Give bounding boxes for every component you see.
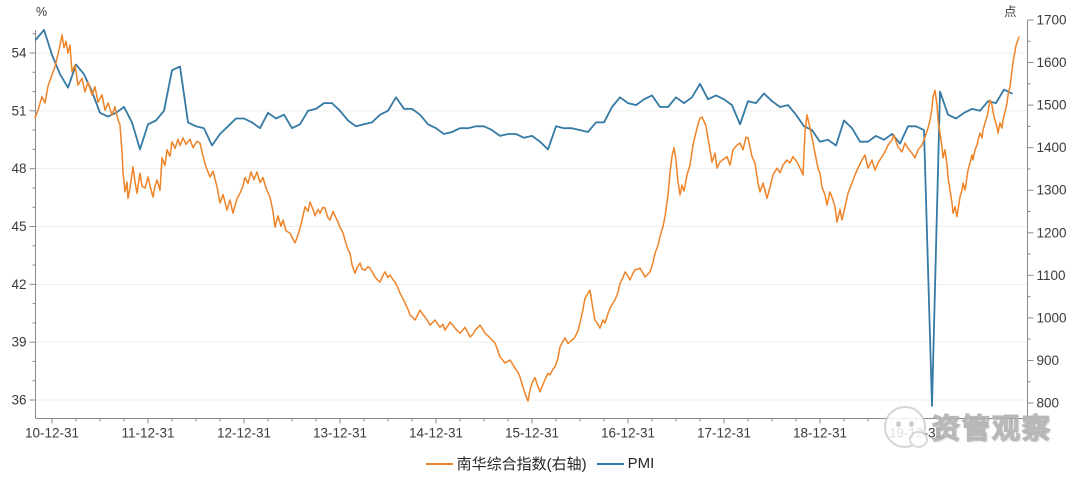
left-tick-label: 51 <box>11 103 26 118</box>
x-tick-label: 17-12-31 <box>697 426 751 441</box>
right-tick-label: 900 <box>1037 353 1060 368</box>
pmi-line <box>35 28 1013 407</box>
right-tick-label: 1200 <box>1037 225 1067 240</box>
right-tick-label: 1400 <box>1037 140 1067 155</box>
right-tick-label: 1300 <box>1037 183 1067 198</box>
chart-legend: 南华综合指数(右轴) PMI <box>0 453 1080 474</box>
right-tick-label: 1700 <box>1037 13 1067 28</box>
axes <box>29 19 1034 424</box>
right-tick-label: 1500 <box>1037 98 1067 113</box>
nanhua-index-line <box>34 34 1020 402</box>
x-tick-label: 10-12-31 <box>25 426 79 441</box>
right-axis-labels: 800 900 1000 1100 1200 1300 1400 1500 1600 1700 <box>1037 13 1067 411</box>
legend-item-pmi: PMI <box>596 455 655 472</box>
dual-axis-line-chart: 36 39 42 45 48 51 54 800 900 1000 1100 1200 1300 140… <box>11 5 1067 441</box>
x-tick-label: 19-12-31 <box>889 426 943 441</box>
x-tick-label: 14-12-31 <box>409 426 463 441</box>
x-tick-label: 18-12-31 <box>793 426 847 441</box>
legend-item-nanhua: 南华综合指数(右轴) <box>425 453 587 474</box>
right-tick-label: 1100 <box>1037 268 1066 283</box>
left-tick-label: 39 <box>11 335 26 350</box>
left-tick-label: 54 <box>11 46 27 61</box>
left-tick-label: 36 <box>11 393 26 408</box>
left-axis-unit-label: % <box>36 5 47 19</box>
gridlines <box>35 52 1028 401</box>
x-tick-label: 15-12-31 <box>505 426 559 441</box>
pmi-legend-line-icon <box>596 462 624 465</box>
left-tick-label: 45 <box>11 219 26 234</box>
right-tick-label: 800 <box>1037 396 1060 411</box>
nanhua-legend-label: 南华综合指数(右轴) <box>456 456 587 473</box>
x-axis-labels: 10-12-31 11-12-31 12-12-31 13-12-31 14-12-31… <box>25 426 943 441</box>
x-tick-label: 11-12-31 <box>121 426 174 441</box>
nanhua-legend-line-icon <box>425 462 453 465</box>
pmi-legend-label: PMI <box>627 455 655 472</box>
right-tick-label: 1000 <box>1037 310 1067 325</box>
left-tick-label: 42 <box>11 277 26 292</box>
right-tick-label: 1600 <box>1037 55 1067 70</box>
left-tick-label: 48 <box>11 161 26 176</box>
series-lines <box>34 28 1020 407</box>
x-tick-label: 16-12-31 <box>601 426 655 441</box>
right-axis-unit-label: 点 <box>1004 5 1017 19</box>
left-axis-labels: 36 39 42 45 48 51 54 <box>11 46 27 408</box>
x-tick-label: 12-12-31 <box>217 426 271 441</box>
x-tick-label: 13-12-31 <box>313 426 367 441</box>
